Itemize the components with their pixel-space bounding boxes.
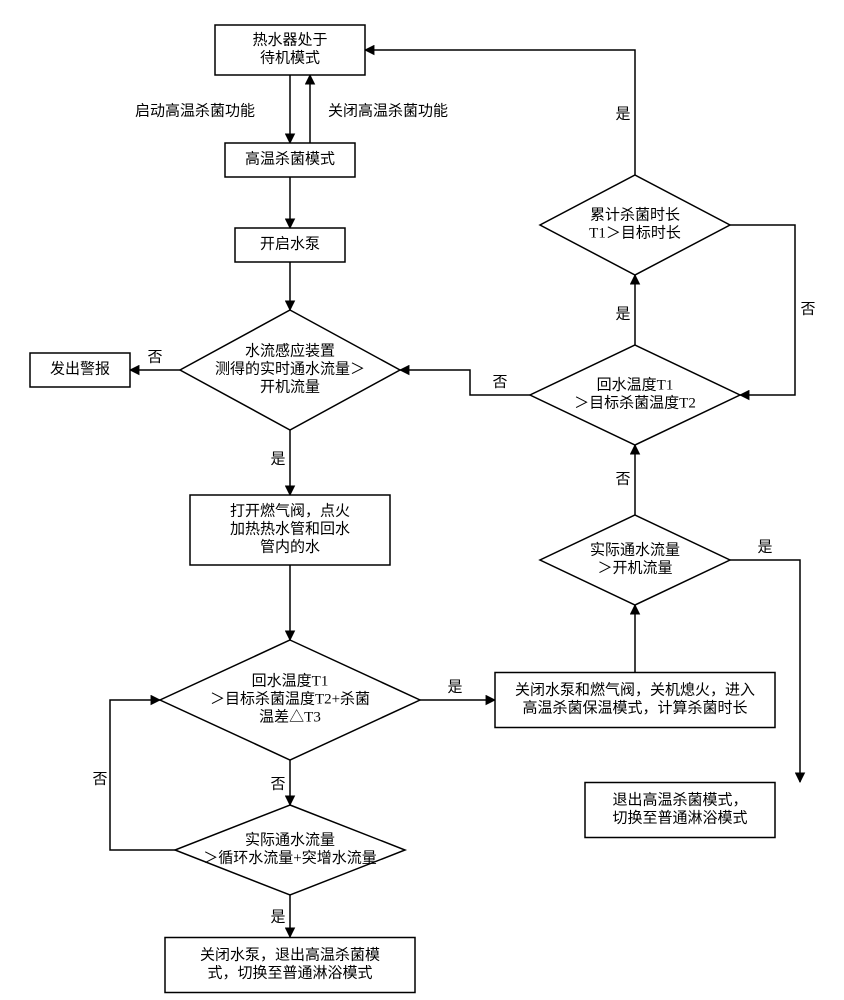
node-text-n9-0: 关闭水泵，退出高温杀菌模	[200, 946, 380, 963]
edge-label-e12: 否	[615, 471, 630, 487]
node-text-n10-1: 高温杀菌保温模式，计算杀菌时长	[522, 698, 747, 716]
node-text-n12-1: ＞目标杀菌温度T2	[574, 394, 696, 411]
edge-label-e13: 是	[757, 539, 772, 555]
node-text-n10-0: 关闭水泵和燃气阀，关机熄火，进入	[515, 680, 755, 698]
node-n14: 退出高温杀菌模式，切换至普通淋浴模式	[585, 783, 775, 838]
node-text-n14-1: 切换至普通淋浴模式	[612, 809, 747, 826]
node-n10: 关闭水泵和燃气阀，关机熄火，进入高温杀菌保温模式，计算杀菌时长	[495, 673, 775, 728]
node-text-n7-2: 温差△T3	[259, 708, 321, 725]
node-n7: 回水温度T1＞目标杀菌温度T2+杀菌温差△T3	[160, 640, 420, 760]
node-text-n13-1: T1＞目标时长	[589, 224, 681, 241]
node-text-n2-0: 高温杀菌模式	[245, 150, 335, 167]
node-n1: 热水器处于待机模式	[215, 25, 365, 75]
node-n3: 开启水泵	[235, 228, 345, 262]
node-text-n7-0: 回水温度T1	[252, 672, 329, 689]
node-text-n4-2: 开机流量	[260, 378, 320, 395]
edge-label-e1: 启动高温杀菌功能	[135, 102, 255, 119]
node-n8: 实际通水流量＞循环水流量+突增水流量	[175, 805, 405, 895]
node-text-n7-1: ＞目标杀菌温度T2+杀菌	[210, 690, 370, 707]
edge-label-e10: 否	[92, 771, 107, 787]
node-text-n6-1: 加热热水管和回水	[230, 520, 350, 537]
edge-e17	[730, 225, 795, 395]
node-text-n6-2: 管内的水	[260, 538, 320, 555]
edge-label-e14: 是	[615, 306, 630, 322]
node-n4: 水流感应装置测得的实时通水流量＞开机流量	[180, 310, 400, 430]
node-text-n1-0: 热水器处于	[252, 31, 327, 48]
edge-e13	[730, 560, 800, 782]
node-text-n13-0: 累计杀菌时长	[590, 206, 680, 223]
edge-label-e7: 是	[447, 679, 462, 695]
node-n2: 高温杀菌模式	[225, 143, 355, 177]
node-text-n5-0: 发出警报	[50, 360, 110, 377]
node-text-n3-0: 开启水泵	[260, 235, 320, 252]
node-text-n1-1: 待机模式	[260, 49, 320, 66]
node-text-n6-0: 打开燃气阀，点火	[230, 501, 350, 519]
edge-e10	[110, 700, 175, 850]
node-text-n8-0: 实际通水流量	[245, 831, 335, 848]
node-text-n8-1: ＞循环水流量+突增水流量	[203, 849, 376, 866]
edge-label-e4: 否	[147, 349, 162, 365]
node-n13: 累计杀菌时长T1＞目标时长	[540, 175, 730, 275]
edge-label-e17: 否	[800, 301, 815, 317]
edge-label-e1b: 关闭高温杀菌功能	[328, 102, 448, 119]
node-text-n9-1: 式，切换至普通淋浴模式	[207, 964, 372, 981]
edge-label-e9: 是	[270, 909, 285, 925]
node-text-n12-0: 回水温度T1	[597, 376, 674, 393]
edge-label-e15: 否	[492, 374, 507, 390]
node-text-n11-0: 实际通水流量	[590, 541, 680, 558]
edge-label-e5: 是	[270, 451, 285, 467]
edge-label-e16: 是	[615, 106, 630, 122]
flowchart: 启动高温杀菌功能关闭高温杀菌功能否是是否是否否是是否是否热水器处于待机模式高温杀…	[0, 0, 844, 1000]
node-n12: 回水温度T1＞目标杀菌温度T2	[530, 345, 740, 445]
node-n6: 打开燃气阀，点火加热热水管和回水管内的水	[190, 495, 390, 565]
node-n9: 关闭水泵，退出高温杀菌模式，切换至普通淋浴模式	[165, 938, 415, 993]
node-text-n14-0: 退出高温杀菌模式，	[612, 791, 747, 808]
edge-e15	[400, 370, 530, 395]
edge-label-e8: 否	[270, 776, 285, 792]
node-text-n4-1: 测得的实时通水流量＞	[215, 360, 365, 377]
node-n11: 实际通水流量＞开机流量	[540, 515, 730, 605]
node-text-n11-1: ＞开机流量	[597, 559, 672, 576]
node-n5: 发出警报	[30, 353, 130, 387]
node-text-n4-0: 水流感应装置	[245, 341, 335, 359]
